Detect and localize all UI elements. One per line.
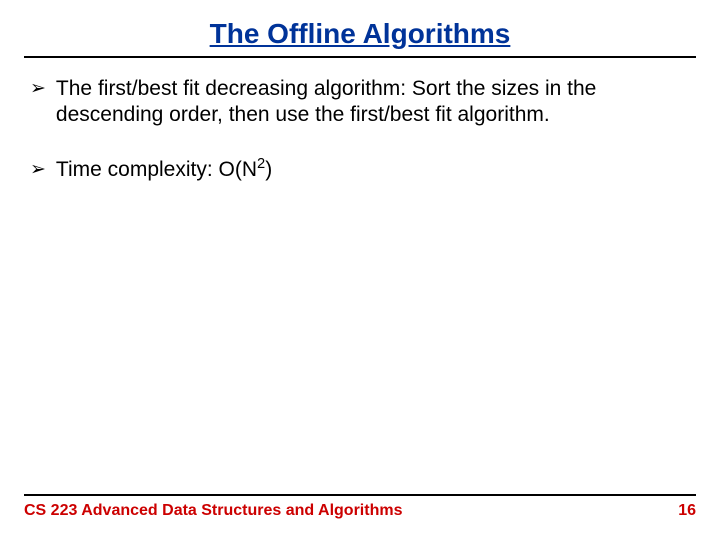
footer-course: CS 223 Advanced Data Structures and Algo… [24, 502, 402, 520]
footer-page-number: 16 [678, 502, 696, 520]
bullet-item: ➢ Time complexity: O(N2) [30, 157, 690, 183]
footer-divider [24, 494, 696, 496]
complexity-prefix: Time complexity: O(N [56, 158, 257, 181]
complexity-suffix: ) [265, 158, 272, 181]
slide: The Offline Algorithms ➢ The first/best … [0, 0, 720, 540]
bullet-text: Time complexity: O(N2) [56, 157, 690, 183]
content-area: ➢ The first/best fit decreasing algorith… [24, 76, 696, 183]
bullet-text: The first/best fit decreasing algorithm:… [56, 76, 690, 129]
bullet-marker-icon: ➢ [30, 157, 46, 183]
bullet-item: ➢ The first/best fit decreasing algorith… [30, 76, 690, 129]
title-divider [24, 56, 696, 58]
footer: CS 223 Advanced Data Structures and Algo… [0, 494, 720, 520]
slide-title: The Offline Algorithms [24, 18, 696, 50]
footer-row: CS 223 Advanced Data Structures and Algo… [24, 502, 696, 520]
complexity-exponent: 2 [257, 156, 265, 172]
bullet-marker-icon: ➢ [30, 76, 46, 102]
